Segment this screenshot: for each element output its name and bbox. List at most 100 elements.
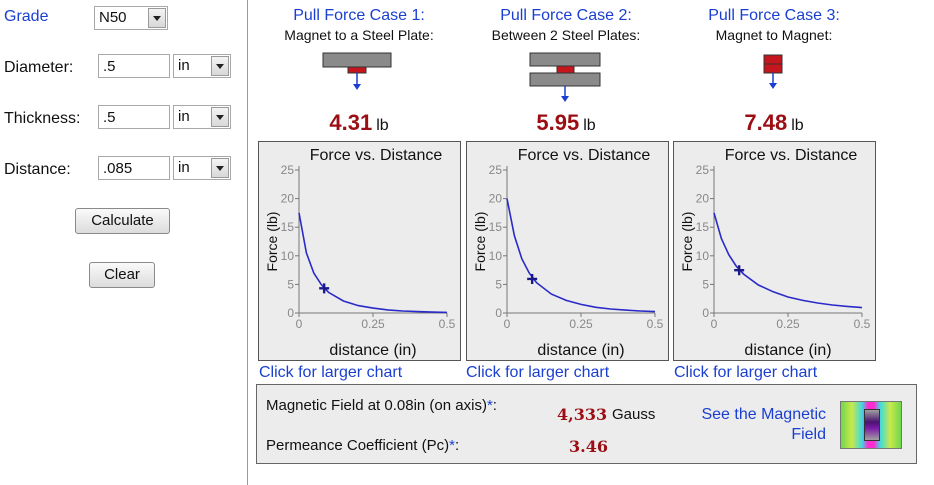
magnet-to-magnet-icon (763, 54, 783, 89)
y-axis-label: Force (lb) (264, 212, 280, 272)
calculate-button[interactable]: Calculate (75, 208, 170, 234)
panel-divider (247, 0, 248, 485)
case-1-force-value: 4.31 (329, 110, 373, 135)
y-axis-label: Force (lb) (679, 212, 695, 272)
thickness-label: Thickness: (4, 110, 81, 127)
x-tick-label: 0.5 (439, 317, 456, 331)
case-2-force-value: 5.95 (536, 110, 580, 135)
case-2-force: 5.95 lb (466, 110, 666, 136)
diameter-unit-select[interactable]: in (173, 54, 231, 78)
x-axis-label: distance (in) (744, 342, 831, 359)
case-2-title[interactable]: Pull Force Case 2: (500, 7, 632, 24)
diameter-input[interactable]: .5 (98, 54, 170, 78)
x-axis-label: distance (in) (537, 342, 624, 359)
chart-title: Force vs. Distance (725, 147, 858, 164)
distance-input[interactable]: .085 (98, 156, 170, 180)
magnetic-field-label-text: Magnetic Field at 0.08in (on axis) (266, 397, 487, 414)
case-1-title[interactable]: Pull Force Case 1: (293, 7, 425, 24)
grade-select-value: N50 (99, 9, 127, 26)
chevron-down-icon[interactable] (148, 8, 166, 28)
larger-chart-link-3[interactable]: Click for larger chart (674, 364, 818, 381)
y-tick-label: 5 (495, 277, 502, 291)
case-1-subtitle: Magnet to a Steel Plate: (284, 27, 434, 43)
force-curve-line (506, 198, 656, 313)
chevron-down-icon[interactable] (211, 107, 229, 127)
y-tick-label: 0 (702, 306, 709, 320)
y-axis-label: Force (lb) (472, 212, 488, 272)
magnetic-field-unit: Gauss (612, 406, 656, 423)
y-tick-label: 15 (489, 220, 503, 234)
chevron-down-icon[interactable] (211, 158, 229, 178)
see-magnetic-field-link[interactable]: See the Magnetic Field (701, 406, 826, 443)
case-2-header: Pull Force Case 2: Between 2 Steel Plate… (466, 6, 666, 44)
y-tick-label: 25 (281, 163, 295, 177)
force-curve-line (713, 212, 863, 309)
force-chart-2-plot: Force vs. Distance 0 5 10 15 20 25 0 0.25 0.5 Forc… (472, 147, 664, 359)
larger-chart-link-1[interactable]: Click for larger chart (259, 364, 403, 381)
magnet-between-plates-icon (529, 52, 601, 102)
thickness-input[interactable]: .5 (98, 105, 170, 129)
permeance-colon: : (454, 437, 460, 454)
magnetic-field-colon: : (492, 397, 497, 414)
x-tick-label: 0 (504, 317, 511, 331)
permeance-footnote-link[interactable]: * (449, 437, 455, 454)
permeance-label: Permeance Coefficient (Pc)*: (266, 437, 459, 454)
magnetic-field-label: Magnetic Field at 0.08in (on axis)*: (266, 396, 516, 415)
x-tick-label: 0 (296, 317, 303, 331)
force-chart-3[interactable]: Force vs. Distance 0 5 10 15 20 25 0 0.25 0.5 Forc… (673, 141, 876, 361)
case-2-force-unit: lb (583, 117, 596, 134)
y-tick-label: 5 (287, 277, 294, 291)
y-tick-label: 0 (287, 306, 294, 320)
magnet-field-icon (864, 409, 880, 441)
x-tick-label: 0.5 (854, 317, 871, 331)
magnetic-info-box: Magnetic Field at 0.08in (on axis)*: 4,3… (256, 384, 917, 464)
magnet-steel-plate-icon (322, 52, 392, 90)
case-3-subtitle: Magnet to Magnet: (715, 27, 833, 43)
distance-unit-select[interactable]: in (173, 156, 231, 180)
case-1-header: Pull Force Case 1: Magnet to a Steel Pla… (259, 6, 459, 44)
x-axis-label: distance (in) (329, 342, 416, 359)
grade-label[interactable]: Grade (4, 8, 49, 25)
diameter-label: Diameter: (4, 59, 74, 76)
thickness-input-value: .5 (103, 109, 116, 126)
permeance-label-text: Permeance Coefficient (Pc) (266, 437, 450, 454)
y-tick-label: 25 (696, 163, 710, 177)
y-tick-label: 15 (281, 220, 295, 234)
force-curve-line (298, 212, 448, 314)
thickness-unit-value: in (178, 108, 190, 125)
chart-title: Force vs. Distance (518, 147, 651, 164)
current-distance-marker (527, 273, 538, 284)
x-tick-label: 0.25 (569, 317, 593, 331)
magnetic-field-thumbnail[interactable] (840, 401, 902, 449)
case-3-force-unit: lb (791, 117, 804, 134)
permeance-value: 3.46 (569, 437, 608, 456)
y-tick-label: 10 (489, 249, 503, 263)
y-tick-label: 5 (702, 277, 709, 291)
x-tick-label: 0.5 (647, 317, 664, 331)
case-1-force: 4.31 lb (259, 110, 459, 136)
larger-chart-link-2[interactable]: Click for larger chart (466, 364, 610, 381)
case-3-header: Pull Force Case 3: Magnet to Magnet: (674, 6, 874, 44)
chevron-down-icon[interactable] (211, 56, 229, 76)
calculator-form: Grade N50 Diameter: .5 in Thickness: .5 … (0, 0, 247, 485)
y-tick-label: 20 (696, 192, 710, 206)
y-tick-label: 15 (696, 220, 710, 234)
x-tick-label: 0 (711, 317, 718, 331)
case-1-force-unit: lb (376, 117, 389, 134)
y-tick-label: 20 (281, 192, 295, 206)
case-3-title[interactable]: Pull Force Case 3: (708, 7, 840, 24)
clear-button[interactable]: Clear (89, 262, 155, 288)
grade-select[interactable]: N50 (94, 6, 168, 30)
force-chart-1[interactable]: Force vs. Distance 0 5 10 15 20 25 0 0.25 0.5 Forc… (258, 141, 461, 361)
magnetic-field-footnote-link[interactable]: * (486, 397, 493, 414)
thickness-unit-select[interactable]: in (173, 105, 231, 129)
force-chart-3-plot: Force vs. Distance 0 5 10 15 20 25 0 0.25 0.5 Forc… (679, 147, 871, 359)
diameter-unit-value: in (178, 57, 190, 74)
y-tick-label: 10 (281, 249, 295, 263)
magnetic-field-value: 4,333 (557, 405, 608, 424)
case-2-subtitle: Between 2 Steel Plates: (491, 27, 641, 43)
x-tick-label: 0.25 (776, 317, 800, 331)
y-tick-label: 20 (489, 192, 503, 206)
force-chart-2[interactable]: Force vs. Distance 0 5 10 15 20 25 0 0.25 0.5 Forc… (466, 141, 669, 361)
distance-label: Distance: (4, 161, 71, 178)
